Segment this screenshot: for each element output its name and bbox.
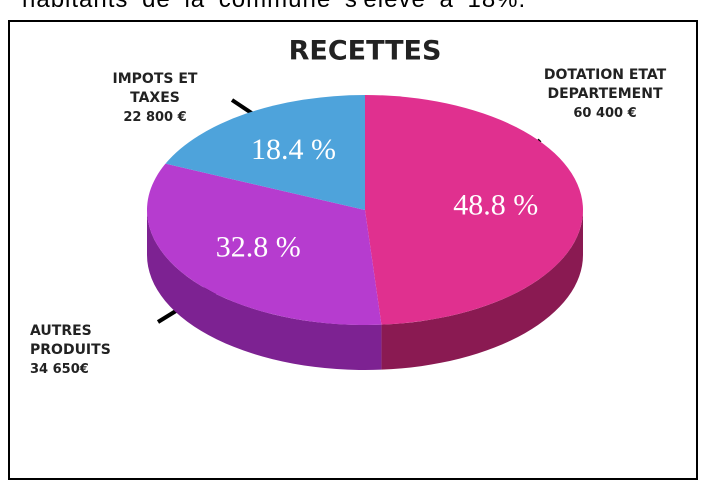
category-label: IMPOTS ET TAXES 22 800 € [100, 70, 210, 127]
amount: 22 800 € [123, 110, 187, 125]
category-name: DOTATION ETAT DEPARTEMENT [543, 67, 667, 102]
category-name: AUTRES PRODUITS [30, 323, 111, 358]
slice-side [381, 210, 583, 370]
slice [146, 163, 382, 325]
value-label: 48.8 % [453, 188, 538, 221]
slice-side [147, 210, 382, 370]
amount: 60 400 € [573, 106, 637, 121]
pie [146, 95, 583, 370]
amount: 34 650€ [30, 362, 89, 377]
caption: habitants de la commune s'élève à 18%. [22, 0, 526, 14]
chart: RECETTES 48.8 % 32.8 % 18.4 % [146, 36, 583, 370]
category-name: IMPOTS ET TAXES [112, 71, 198, 106]
chart-title: RECETTES [289, 36, 442, 67]
value-label: 32.8 % [216, 231, 301, 264]
value-label: 18.4 % [251, 133, 336, 166]
category-label: AUTRES PRODUITS 34 650€ [30, 322, 111, 379]
category-label: DOTATION ETAT DEPARTEMENT 60 400 € [535, 66, 675, 123]
slice [165, 95, 365, 210]
page: {"caption": "habitants de la commune s'é… [8, 0, 698, 480]
slice [365, 95, 583, 325]
